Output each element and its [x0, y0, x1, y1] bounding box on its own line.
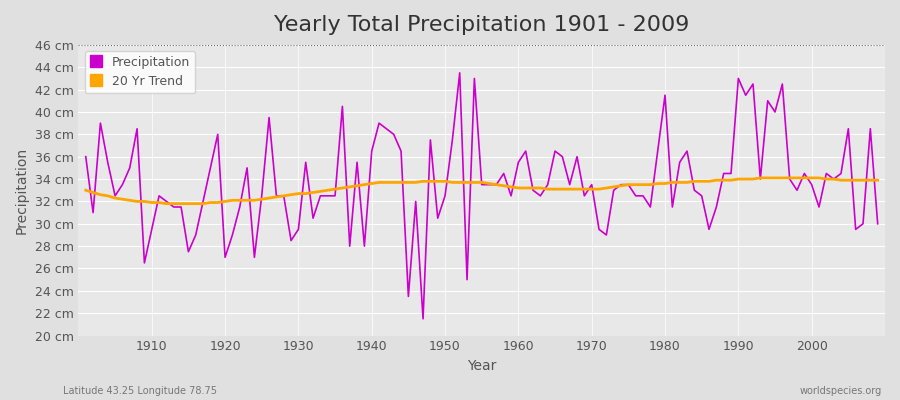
- Precipitation: [527, 188, 538, 193]
- Text: worldspecies.org: worldspecies.org: [800, 386, 882, 396]
- 20 Yr Trend: [520, 186, 531, 190]
- 20 Yr Trend: [308, 190, 319, 195]
- Y-axis label: Precipitation: Precipitation: [15, 147, 29, 234]
- 20 Yr Trend: [80, 188, 91, 193]
- Precipitation: [345, 244, 356, 248]
- Precipitation: [520, 149, 531, 154]
- Precipitation: [872, 221, 883, 226]
- Precipitation: [301, 160, 311, 165]
- 20 Yr Trend: [352, 183, 363, 188]
- X-axis label: Year: Year: [467, 359, 497, 373]
- 20 Yr Trend: [755, 176, 766, 180]
- Precipitation: [454, 70, 465, 75]
- 20 Yr Trend: [608, 184, 619, 189]
- Precipitation: [418, 316, 428, 321]
- Line: Precipitation: Precipitation: [86, 73, 878, 319]
- Legend: Precipitation, 20 Yr Trend: Precipitation, 20 Yr Trend: [85, 51, 195, 93]
- Precipitation: [139, 260, 149, 265]
- 20 Yr Trend: [513, 186, 524, 190]
- Line: 20 Yr Trend: 20 Yr Trend: [86, 178, 878, 204]
- Precipitation: [616, 182, 626, 187]
- Text: Latitude 43.25 Longitude 78.75: Latitude 43.25 Longitude 78.75: [63, 386, 217, 396]
- Precipitation: [80, 154, 91, 159]
- Title: Yearly Total Precipitation 1901 - 2009: Yearly Total Precipitation 1901 - 2009: [274, 15, 689, 35]
- 20 Yr Trend: [161, 201, 172, 206]
- 20 Yr Trend: [139, 199, 149, 204]
- 20 Yr Trend: [872, 178, 883, 182]
